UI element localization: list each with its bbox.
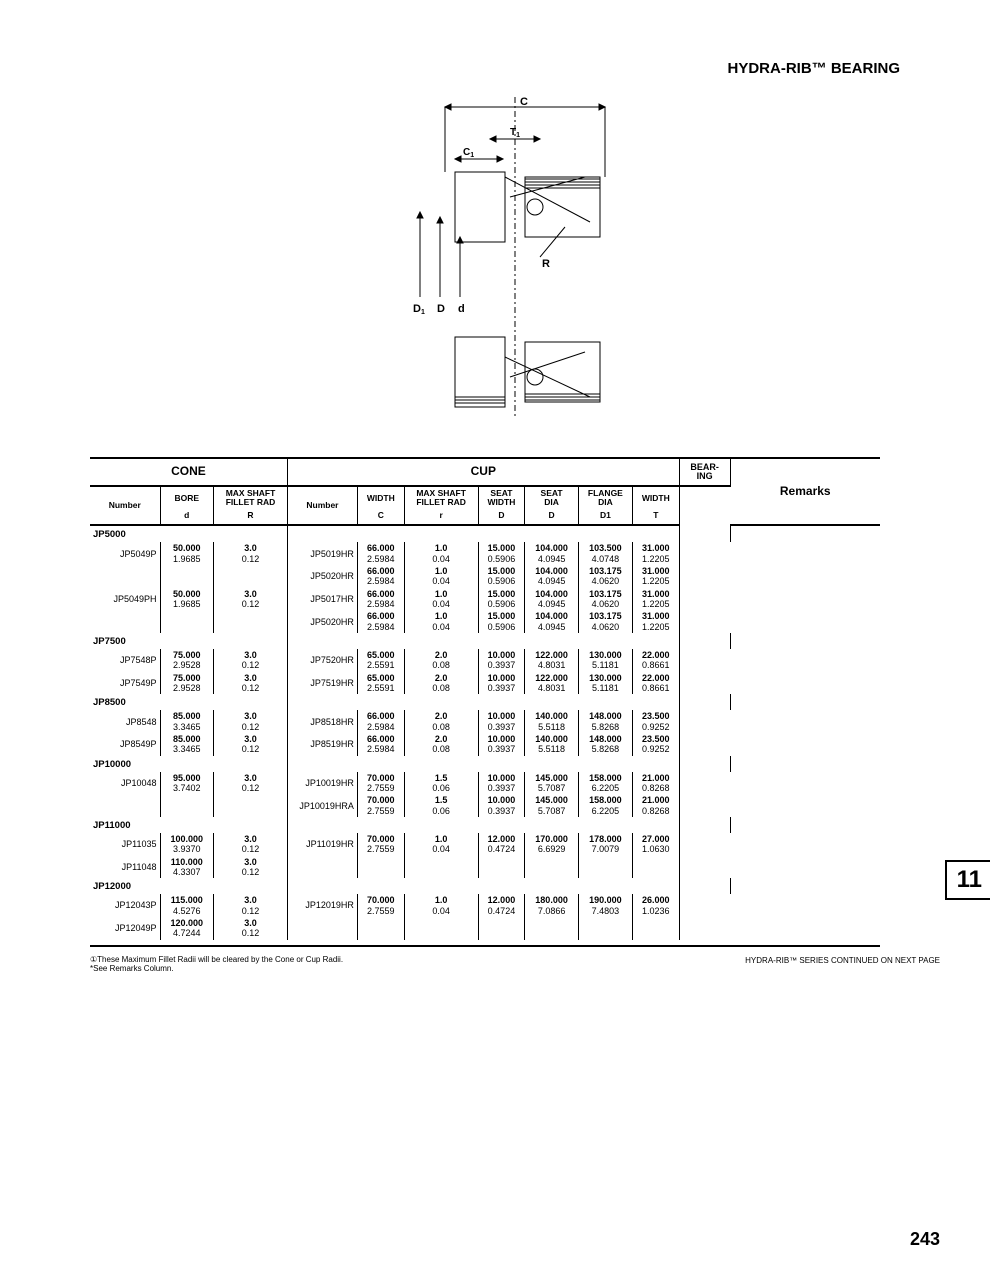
svg-text:R: R xyxy=(542,258,550,270)
table-row: JP5020HR66.0002.59841.00.0415.0000.59061… xyxy=(90,565,880,588)
table-row: JP5049PH50.0001.96853.00.12JP5017HR66.00… xyxy=(90,588,880,611)
page-number: 243 xyxy=(910,1229,940,1250)
table-row: JP8549P85.0003.34653.00.12JP8519HR66.000… xyxy=(90,733,880,756)
table-row: JP7549P75.0002.95283.00.12JP7519HR65.000… xyxy=(90,672,880,695)
bearing-table: CONE CUP BEAR-ING Remarks Number BORE MA… xyxy=(90,457,880,947)
svg-text:d: d xyxy=(458,303,465,315)
remarks-header: Remarks xyxy=(730,458,880,525)
table-row: JP11035100.0003.93703.00.12JP11019HR70.0… xyxy=(90,833,880,856)
svg-text:T1: T1 xyxy=(510,127,520,139)
table-row: JP12049P120.0004.72443.00.12 xyxy=(90,917,880,940)
page-tab: 11 xyxy=(945,860,990,900)
page-header: HYDRA-RIB™ BEARING xyxy=(90,60,940,77)
table-row: JP11048110.0004.33073.00.12 xyxy=(90,856,880,879)
svg-text:D: D xyxy=(437,303,445,315)
table-row: JP854885.0003.34653.00.12JP8518HR66.0002… xyxy=(90,710,880,733)
svg-text:C: C xyxy=(520,97,528,108)
table-row: JP1004895.0003.74023.00.12JP10019HR70.00… xyxy=(90,772,880,795)
table-row: JP10019HRA70.0002.75591.50.0610.0000.393… xyxy=(90,794,880,817)
svg-text:D1: D1 xyxy=(413,303,425,316)
table-row: JP12043P115.0004.52763.00.12JP12019HR70.… xyxy=(90,894,880,917)
bearing-diagram: C T1 C1 R D1 D d xyxy=(385,97,645,417)
bearing-header: BEAR-ING xyxy=(679,458,730,486)
cone-header: CONE xyxy=(90,458,287,486)
table-row: JP5049P50.0001.96853.00.12JP5019HR66.000… xyxy=(90,542,880,565)
cup-header: CUP xyxy=(287,458,679,486)
table-row: JP7548P75.0002.95283.00.12JP7520HR65.000… xyxy=(90,649,880,672)
svg-text:C1: C1 xyxy=(463,147,474,159)
table-row: JP5020HR66.0002.59841.00.0415.0000.59061… xyxy=(90,610,880,633)
